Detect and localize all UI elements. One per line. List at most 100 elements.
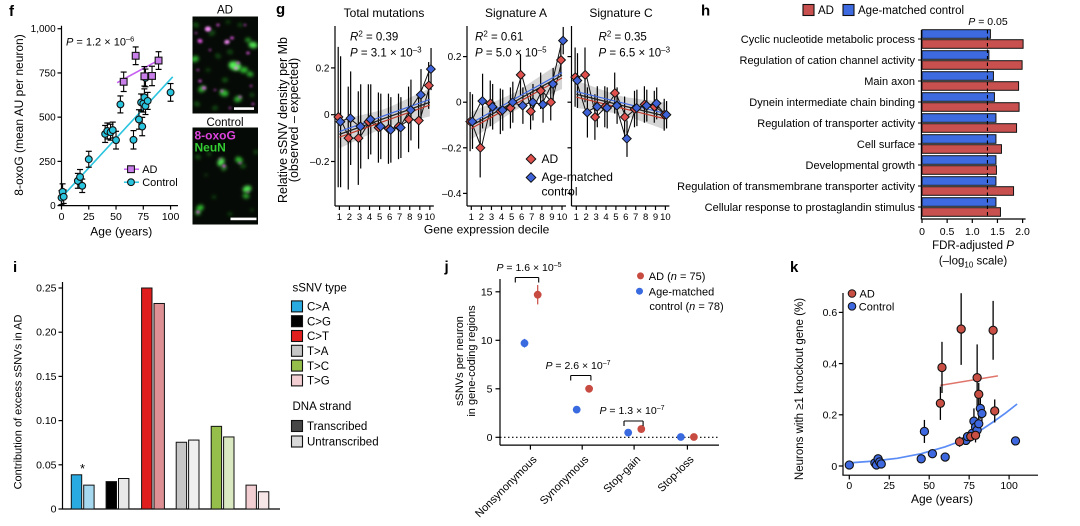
svg-text:P = 1.3 × 10–7: P = 1.3 × 10–7 bbox=[599, 405, 664, 417]
svg-text:R2 = 0.39: R2 = 0.39 bbox=[350, 30, 398, 44]
svg-text:Transcribed: Transcribed bbox=[307, 421, 367, 433]
svg-text:6: 6 bbox=[623, 212, 628, 223]
svg-text:Control: Control bbox=[859, 301, 894, 313]
svg-text:–0.4: –0.4 bbox=[442, 189, 462, 200]
svg-text:Regulation of cation channel a: Regulation of cation channel activity bbox=[740, 55, 916, 67]
svg-text:6: 6 bbox=[519, 212, 524, 223]
svg-text:AD: AD bbox=[860, 289, 875, 301]
svg-text:5: 5 bbox=[487, 384, 493, 396]
svg-text:AD: AD bbox=[542, 152, 559, 166]
svg-text:Age-matched: Age-matched bbox=[649, 286, 714, 298]
svg-text:P = 1.6 × 10–5: P = 1.6 × 10–5 bbox=[496, 262, 561, 274]
svg-text:750: 750 bbox=[39, 68, 56, 79]
svg-text:0.20: 0.20 bbox=[36, 327, 57, 339]
svg-text:AD (n = 75): AD (n = 75) bbox=[649, 271, 706, 283]
svg-text:1,000: 1,000 bbox=[31, 24, 56, 35]
svg-text:i: i bbox=[13, 259, 17, 276]
svg-text:–0.2: –0.2 bbox=[442, 143, 462, 154]
svg-text:DNA strand: DNA strand bbox=[293, 401, 352, 413]
svg-text:9: 9 bbox=[549, 212, 554, 223]
svg-text:6: 6 bbox=[387, 212, 392, 223]
svg-text:0.25: 0.25 bbox=[36, 283, 57, 295]
svg-text:4: 4 bbox=[367, 212, 372, 223]
svg-text:C>T: C>T bbox=[307, 331, 329, 343]
svg-text:3: 3 bbox=[357, 212, 362, 223]
svg-text:T>C: T>C bbox=[307, 361, 329, 373]
svg-text:R2 = 0.61: R2 = 0.61 bbox=[475, 30, 523, 44]
svg-text:0.10: 0.10 bbox=[36, 415, 57, 427]
svg-text:0: 0 bbox=[456, 98, 462, 109]
svg-text:7: 7 bbox=[633, 212, 638, 223]
svg-text:100: 100 bbox=[162, 211, 180, 223]
svg-text:10: 10 bbox=[660, 212, 671, 223]
svg-text:0: 0 bbox=[487, 432, 493, 444]
svg-text:0.05: 0.05 bbox=[36, 459, 57, 471]
svg-text:AD: AD bbox=[217, 5, 233, 17]
svg-text:Total mutations: Total mutations bbox=[344, 6, 425, 20]
svg-text:0.2: 0.2 bbox=[448, 52, 462, 63]
svg-text:2: 2 bbox=[584, 212, 589, 223]
svg-text:2.0: 2.0 bbox=[1015, 226, 1030, 238]
svg-text:0.15: 0.15 bbox=[36, 371, 57, 383]
svg-text:5: 5 bbox=[613, 212, 618, 223]
svg-text:Neurons with ≥1 knockout gene: Neurons with ≥1 knockout gene (%) bbox=[794, 298, 806, 480]
svg-text:9: 9 bbox=[417, 212, 422, 223]
svg-text:75: 75 bbox=[963, 480, 975, 492]
svg-text:h: h bbox=[701, 3, 710, 20]
svg-text:8-oxoG: 8-oxoG bbox=[195, 129, 236, 143]
svg-text:Main axon: Main axon bbox=[864, 76, 915, 88]
svg-text:15: 15 bbox=[481, 287, 493, 299]
svg-text:8: 8 bbox=[539, 212, 544, 223]
svg-text:(–log10 scale): (–log10 scale) bbox=[939, 256, 1008, 270]
svg-text:Untranscribed: Untranscribed bbox=[307, 437, 379, 449]
svg-text:1: 1 bbox=[337, 212, 342, 223]
svg-text:0.5: 0.5 bbox=[940, 226, 955, 238]
svg-text:AD: AD bbox=[818, 5, 834, 17]
svg-text:Control: Control bbox=[206, 117, 243, 129]
svg-text:g: g bbox=[276, 1, 285, 18]
svg-text:3: 3 bbox=[593, 212, 598, 223]
svg-text:sSNVs per neuron: sSNVs per neuron bbox=[454, 316, 466, 406]
svg-text:control: control bbox=[542, 185, 578, 199]
svg-text:8: 8 bbox=[407, 212, 412, 223]
svg-text:f: f bbox=[9, 3, 15, 20]
svg-text:Signature C: Signature C bbox=[589, 6, 653, 20]
svg-text:P = 1.2 × 10–6: P = 1.2 × 10–6 bbox=[66, 35, 134, 49]
svg-text:0: 0 bbox=[59, 211, 65, 223]
svg-text:0: 0 bbox=[50, 201, 56, 212]
svg-text:Age (years): Age (years) bbox=[911, 492, 973, 506]
svg-text:Age (years): Age (years) bbox=[90, 225, 152, 239]
svg-text:250: 250 bbox=[39, 157, 56, 168]
svg-text:Cellular response to prostagla: Cellular response to prostaglandin stimu… bbox=[705, 202, 916, 214]
svg-text:P = 2.6 × 10–7: P = 2.6 × 10–7 bbox=[545, 360, 610, 372]
svg-text:Cell surface: Cell surface bbox=[857, 139, 915, 151]
svg-text:P = 0.05: P = 0.05 bbox=[968, 16, 1008, 28]
svg-text:*: * bbox=[80, 461, 85, 476]
svg-text:(observed – expected): (observed – expected) bbox=[287, 58, 301, 182]
svg-text:5: 5 bbox=[509, 212, 514, 223]
svg-text:100: 100 bbox=[1000, 480, 1018, 492]
svg-text:in gene-coding regions: in gene-coding regions bbox=[466, 305, 478, 417]
svg-text:Developmental growth: Developmental growth bbox=[806, 160, 915, 172]
svg-text:0: 0 bbox=[324, 110, 330, 121]
svg-text:9: 9 bbox=[653, 212, 658, 223]
svg-text:0: 0 bbox=[846, 480, 852, 492]
svg-text:500: 500 bbox=[39, 113, 56, 124]
svg-text:25: 25 bbox=[883, 480, 895, 492]
svg-text:Gene expression decile: Gene expression decile bbox=[424, 223, 550, 237]
svg-text:0.6: 0.6 bbox=[823, 307, 838, 319]
svg-text:1.0: 1.0 bbox=[965, 226, 980, 238]
svg-text:NeuN: NeuN bbox=[195, 141, 226, 155]
svg-text:0.2: 0.2 bbox=[316, 63, 330, 74]
svg-text:3: 3 bbox=[489, 212, 494, 223]
svg-text:–0.2: –0.2 bbox=[310, 157, 330, 168]
svg-text:T>A: T>A bbox=[307, 346, 329, 358]
svg-text:25: 25 bbox=[83, 211, 95, 223]
svg-text:0: 0 bbox=[919, 226, 925, 238]
svg-text:C>G: C>G bbox=[307, 316, 331, 328]
svg-text:FDR-adjusted P: FDR-adjusted P bbox=[932, 240, 1014, 252]
svg-text:1.5: 1.5 bbox=[990, 226, 1005, 238]
svg-text:75: 75 bbox=[137, 211, 149, 223]
svg-text:j: j bbox=[444, 259, 449, 276]
svg-text:50: 50 bbox=[110, 211, 122, 223]
